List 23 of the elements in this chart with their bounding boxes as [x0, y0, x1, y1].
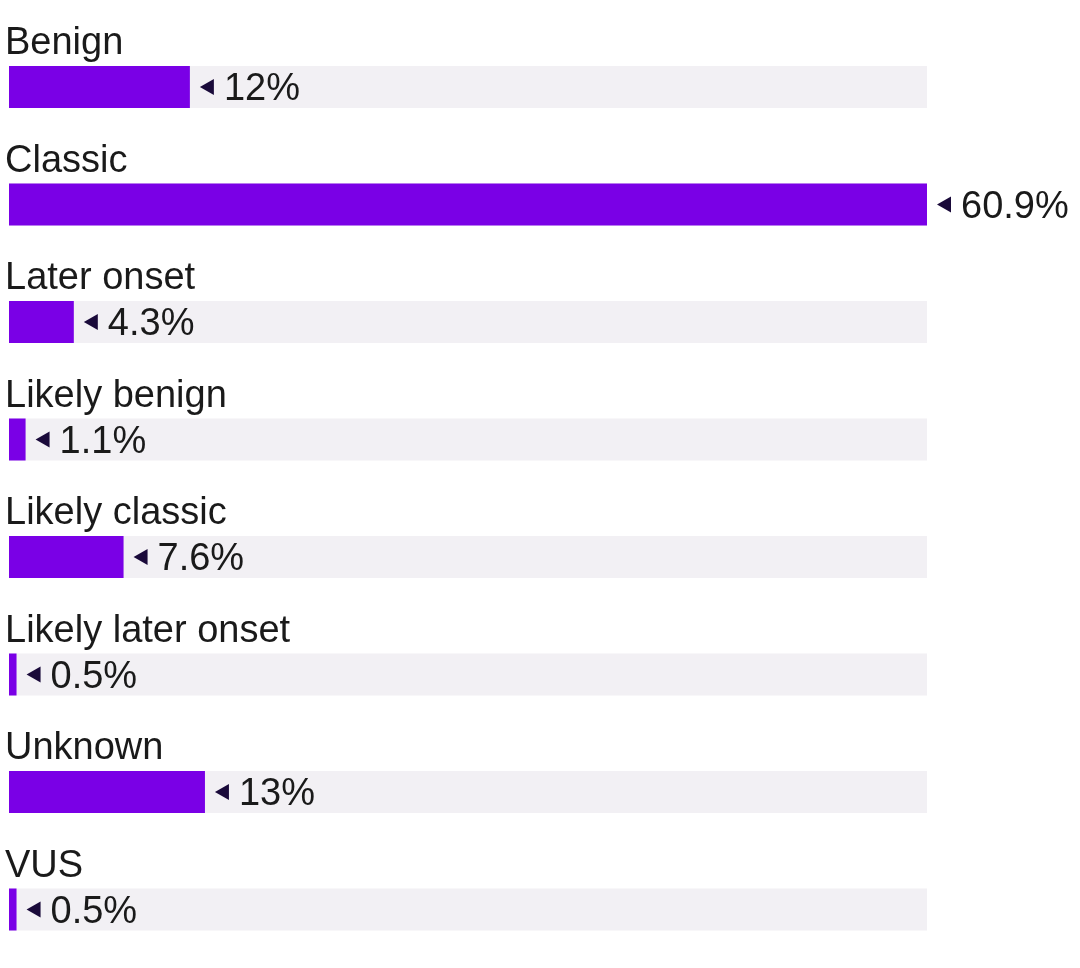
y-tick-label: Classic [5, 137, 128, 180]
y-tick-label: Later onset [5, 255, 196, 297]
y-tick-label: Likely later onset [5, 607, 291, 650]
bar [9, 771, 205, 813]
y-tick-label: Benign [5, 20, 124, 62]
y-tick-label: Likely classic [5, 490, 227, 532]
y-tick-label: Likely benign [5, 372, 227, 415]
data-label: 1.1% [59, 418, 147, 461]
data-label: 60.9% [961, 183, 1069, 226]
bar [9, 888, 17, 931]
data-label: 0.5% [50, 653, 138, 696]
bar [9, 66, 190, 108]
y-tick-label: VUS [5, 842, 84, 885]
bar [9, 653, 17, 696]
data-label: 13% [238, 771, 316, 813]
bar [9, 536, 124, 578]
y-tick-label: Unknown [5, 725, 164, 767]
bar [9, 418, 26, 461]
bar [9, 301, 74, 343]
data-label: 7.6% [157, 536, 245, 578]
data-label: 12% [223, 66, 300, 108]
data-label: 0.5% [50, 888, 138, 931]
data-label: 4.3% [107, 301, 195, 343]
